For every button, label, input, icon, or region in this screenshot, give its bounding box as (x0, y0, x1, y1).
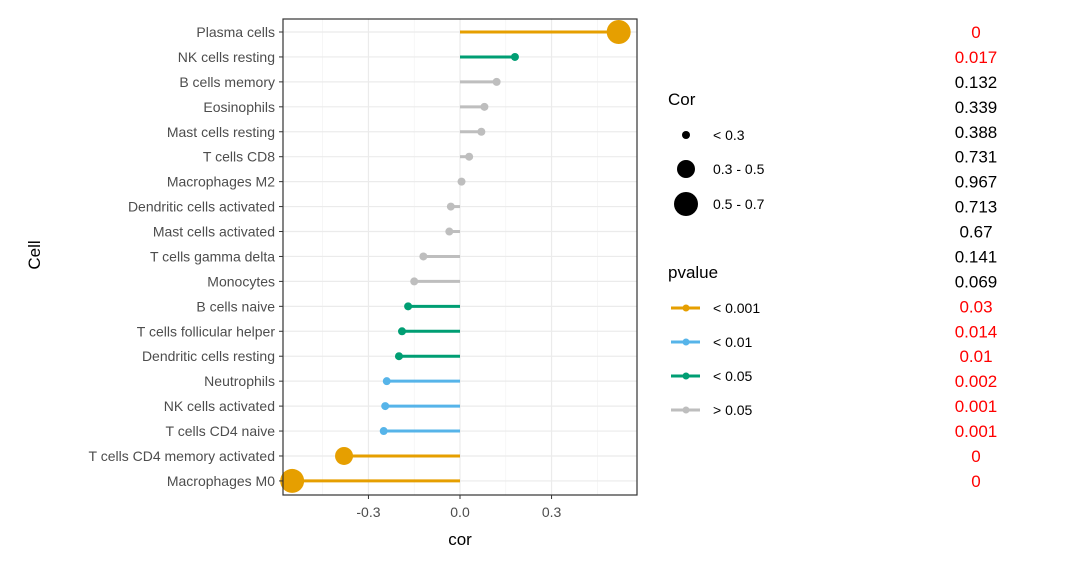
x-tick-label: -0.3 (356, 504, 380, 520)
lollipop-point (445, 227, 454, 236)
lollipop-point (379, 427, 388, 436)
lollipop-point (492, 77, 501, 86)
pvalue-label: 0 (971, 472, 980, 491)
pvalue-label: 0.03 (959, 297, 992, 316)
pvalue-label: 0.713 (955, 198, 998, 217)
y-tick-label: Macrophages M0 (167, 473, 275, 489)
legend-cor-label: < 0.3 (713, 127, 745, 143)
y-tick-label: Monocytes (207, 273, 275, 289)
lollipop-point (477, 127, 486, 136)
lollipop-point (480, 102, 489, 111)
pvalue-label: 0.014 (955, 322, 998, 341)
pvalue-label: 0.388 (955, 123, 998, 142)
pvalue-label: 0.967 (955, 173, 998, 192)
y-tick-label: Neutrophils (204, 373, 275, 389)
legend-cor-label: 0.5 - 0.7 (713, 196, 765, 212)
legend-pvalue-key-point (682, 406, 690, 414)
legend-pvalue-label: < 0.01 (713, 334, 753, 350)
lollipop-point (419, 252, 428, 261)
y-tick-label: Eosinophils (203, 99, 275, 115)
y-tick-label: B cells naive (196, 298, 275, 314)
legend-pvalue-title: pvalue (668, 263, 718, 282)
pvalue-label: 0.731 (955, 148, 998, 167)
x-tick-label: 0.3 (542, 504, 562, 520)
lollipop-point (394, 352, 403, 361)
y-tick-label: B cells memory (179, 74, 275, 90)
pvalue-label: 0.001 (955, 422, 998, 441)
y-tick-label: NK cells resting (178, 49, 275, 65)
lollipop-point (457, 177, 466, 186)
legend-cor-label: 0.3 - 0.5 (713, 161, 765, 177)
lollipop-point (381, 402, 390, 411)
y-tick-label: T cells CD4 memory activated (89, 448, 275, 464)
y-tick-label: Mast cells activated (153, 224, 275, 240)
y-tick-label: Dendritic cells activated (128, 199, 275, 215)
legend-pvalue-key-point (682, 338, 690, 346)
x-axis-title: cor (448, 530, 472, 549)
legends: Cor < 0.3 0.3 - 0.5 0.5 - 0.7 pvalue < 0.001 <… (668, 90, 765, 418)
pvalue-column: 0 0.017 0.132 0.339 0.388 0.731 0.967 0.713 0.67… (955, 23, 998, 491)
y-tick-label: T cells CD8 (203, 149, 275, 165)
y-tick-label: Plasma cells (196, 24, 275, 40)
pvalue-label: 0.132 (955, 73, 998, 92)
lollipop-point (398, 327, 407, 336)
legend-cor-title: Cor (668, 90, 696, 109)
legend-pvalue-label: > 0.05 (713, 402, 753, 418)
pvalue-label: 0.017 (955, 48, 998, 67)
pvalue-label: 0 (971, 447, 980, 466)
legend-cor-key (677, 160, 695, 178)
lollipop-point (382, 377, 391, 386)
legend-cor-key (674, 192, 698, 216)
pvalue-label: 0.069 (955, 272, 998, 291)
lollipop-point (446, 202, 455, 211)
y-tick-label: Macrophages M2 (167, 174, 275, 190)
pvalue-label: 0 (971, 23, 980, 42)
y-tick-label: Dendritic cells resting (142, 348, 275, 364)
pvalue-label: 0.339 (955, 98, 998, 117)
lollipop-point (510, 52, 519, 61)
pvalue-label: 0.01 (959, 347, 992, 366)
y-tick-label: T cells CD4 naive (166, 423, 276, 439)
y-tick-label: Mast cells resting (167, 124, 275, 140)
pvalue-label: 0.001 (955, 397, 998, 416)
lollipop-point (335, 446, 354, 465)
x-tick-label: 0.0 (450, 504, 470, 520)
pvalue-label: 0.141 (955, 247, 998, 266)
legend-pvalue-label: < 0.001 (713, 300, 760, 316)
lollipop-point (465, 152, 474, 161)
y-axis-title: Cell (25, 240, 44, 269)
lollipop-point (606, 20, 631, 44)
y-tick-label: NK cells activated (164, 398, 275, 414)
lollipop-point (410, 277, 419, 286)
y-tick-label: T cells follicular helper (137, 323, 276, 339)
lollipop-point (404, 302, 413, 311)
lollipop-point (280, 468, 305, 493)
legend-cor-key (682, 131, 690, 139)
pvalue-label: 0.67 (959, 223, 992, 242)
legend-pvalue-label: < 0.05 (713, 368, 753, 384)
plot-area: Plasma cells NK cells resting B cells memo… (89, 18, 638, 520)
legend-pvalue-key-point (682, 304, 690, 312)
y-tick-label: T cells gamma delta (150, 248, 275, 264)
legend-pvalue-key-point (682, 372, 690, 380)
pvalue-label: 0.002 (955, 372, 998, 391)
